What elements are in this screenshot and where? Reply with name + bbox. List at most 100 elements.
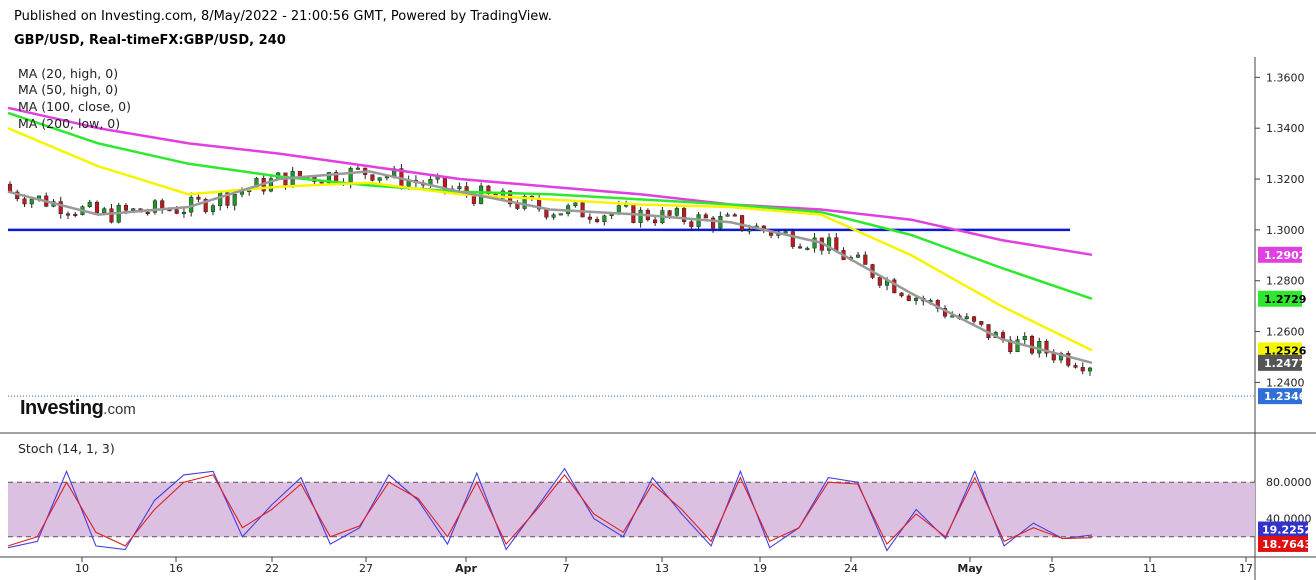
candle-body (87, 201, 92, 207)
price-label-box (1258, 290, 1302, 307)
time-tick-label: 22 (265, 562, 279, 575)
candle-body (152, 200, 158, 213)
legend-ma50: MA (50, high, 0) (18, 82, 119, 97)
price-label-box (1258, 388, 1302, 405)
price-tick-label: 1.3000 (1266, 224, 1305, 237)
candle-body (1066, 353, 1071, 366)
ma-line-3 (7, 170, 1093, 365)
time-tick-label: 11 (1143, 562, 1157, 575)
price-tick-label: 1.3200 (1266, 173, 1305, 186)
price-label-box (1258, 354, 1302, 371)
candle-body (950, 315, 955, 318)
candle-body (827, 237, 832, 251)
candle-body (203, 199, 208, 213)
candle-body (725, 214, 730, 217)
candle-body (210, 205, 216, 213)
time-tick-label: 13 (655, 562, 669, 575)
candle-body (1073, 365, 1078, 368)
candle-body (899, 292, 904, 297)
investing-logo: Investing.com (20, 397, 136, 419)
candle-body (1029, 335, 1035, 354)
candle-body (834, 237, 839, 251)
candle-body (587, 216, 592, 220)
published-caption: Published on Investing.com, 8/May/2022 -… (14, 9, 552, 24)
candle-body (551, 214, 556, 218)
price-label-text: 1.2902 (1264, 249, 1306, 262)
candle-body (500, 190, 505, 199)
candle-body (602, 215, 607, 223)
price-label-box (1258, 342, 1302, 359)
candle-body (348, 167, 353, 184)
stoch-title: Stoch (14, 1, 3) (18, 441, 115, 456)
candle-body (22, 198, 27, 205)
legend-ma100: MA (100, close, 0) (18, 99, 131, 114)
candle-body (653, 219, 658, 224)
candle-body (1008, 339, 1013, 352)
candle-body (370, 174, 375, 181)
candle-body (102, 208, 107, 214)
candle-body (616, 205, 621, 214)
candle-body (109, 208, 114, 223)
candle-body (94, 201, 100, 214)
candle-body (740, 215, 745, 231)
ma-line-0 (7, 106, 1093, 257)
candle-body (218, 192, 223, 206)
candle-body (377, 177, 382, 181)
candle-body (711, 217, 716, 229)
time-tick-label: 24 (844, 562, 858, 575)
candle-body (783, 231, 788, 234)
candle-body (196, 196, 201, 200)
stoch-tick-label: 80.0000 (1266, 476, 1312, 489)
candle-body (856, 254, 861, 258)
candle-body (812, 237, 817, 249)
price-label-text: 1.2526 (1264, 344, 1307, 357)
ma-line-2 (7, 127, 1093, 352)
time-tick-label: 7 (563, 562, 570, 575)
time-tick-label: 5 (1049, 562, 1056, 575)
candle-body (225, 192, 230, 206)
candle-body (892, 279, 897, 294)
candle-body (268, 178, 273, 192)
price-label-box (1258, 246, 1302, 263)
candle-body (1037, 341, 1042, 354)
price-tick-label: 1.3600 (1266, 71, 1305, 84)
candle-body (1080, 367, 1085, 372)
candle-body (58, 201, 63, 215)
candle-body (174, 209, 179, 214)
candles (7, 164, 1093, 376)
stoch-label-box (1258, 535, 1308, 552)
time-tick-label: 27 (359, 562, 373, 575)
price-label-text: 1.2346 (1264, 390, 1307, 403)
candle-body (29, 198, 34, 205)
stoch-label-box (1258, 521, 1308, 538)
candle-body (232, 194, 237, 206)
price-tick-label: 1.2600 (1266, 326, 1305, 339)
candle-body (580, 202, 585, 218)
candle-body (689, 221, 694, 227)
ma-line-1 (7, 111, 1093, 300)
candle-body (457, 186, 462, 190)
candle-body (971, 316, 977, 322)
candle-body (73, 213, 78, 216)
candle-body (595, 219, 600, 223)
candle-body (1087, 367, 1093, 372)
time-tick-label: 17 (1239, 562, 1253, 575)
candle-body (798, 246, 803, 249)
candle-body (326, 172, 331, 184)
time-tick-label: Apr (455, 562, 477, 575)
legend-ma200: MA (200, low, 0) (18, 116, 121, 131)
candle-body (863, 254, 868, 265)
candle-body (703, 214, 708, 219)
candle-body (283, 172, 288, 188)
price-label-text: 1.2729 (1264, 293, 1306, 306)
candle-body (667, 210, 672, 216)
candle-body (979, 321, 984, 325)
candle-body (558, 213, 563, 216)
stoch-label-text: 19.2252 (1262, 524, 1312, 537)
candle-body (674, 208, 679, 216)
candle-body (1015, 339, 1020, 352)
price-tick-label: 1.2800 (1266, 275, 1305, 288)
time-tick-label: 16 (169, 562, 183, 575)
candle-body (638, 209, 643, 223)
